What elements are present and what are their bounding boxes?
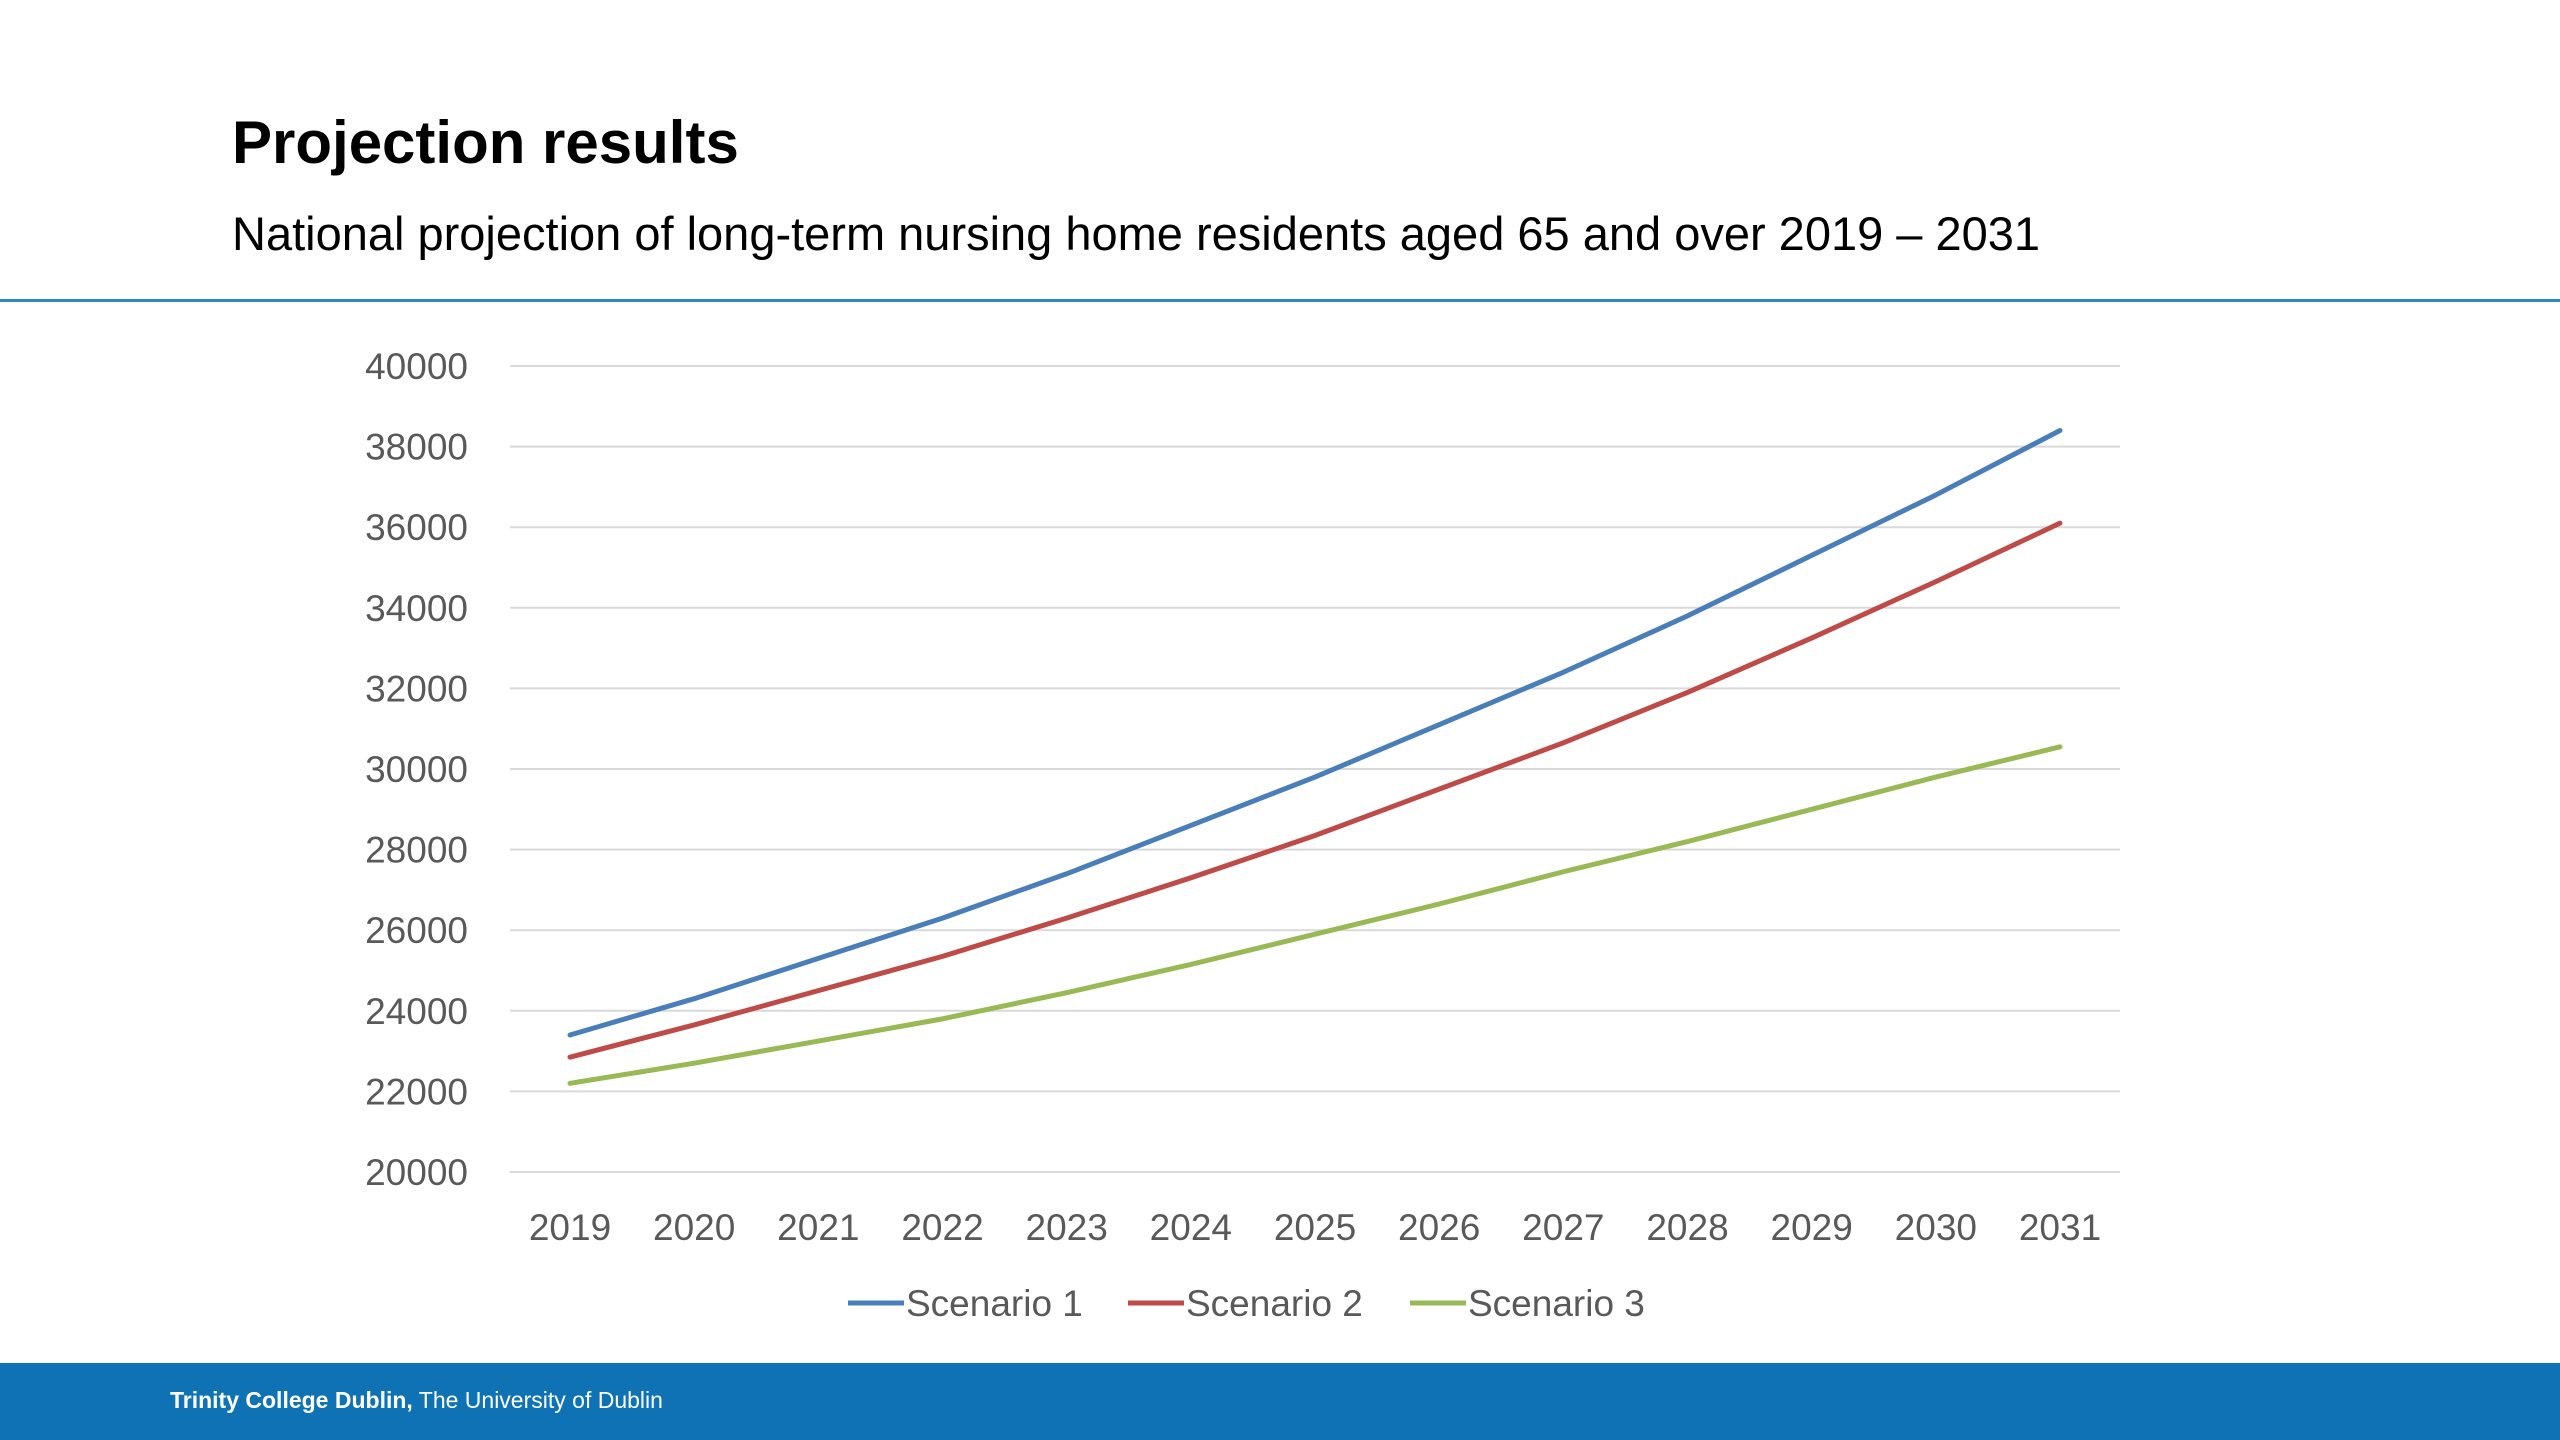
x-tick-label: 2022: [901, 1207, 983, 1248]
legend-label: Scenario 1: [906, 1283, 1083, 1324]
y-tick-label: 22000: [365, 1071, 468, 1112]
x-tick-label: 2026: [1398, 1207, 1480, 1248]
legend-label: Scenario 3: [1468, 1283, 1645, 1324]
y-tick-label: 28000: [365, 830, 468, 871]
x-tick-label: 2030: [1895, 1207, 1977, 1248]
y-tick-label: 26000: [365, 910, 468, 951]
legend-label: Scenario 2: [1186, 1283, 1363, 1324]
x-tick-label: 2024: [1150, 1207, 1232, 1248]
series-lines: [567, 427, 2063, 1086]
line-chart: 20000 22000 24000 26000 28000 30000 32000 34000…: [365, 346, 2120, 1324]
y-tick-label: 34000: [365, 588, 468, 629]
grid-lines: [510, 365, 2120, 1173]
header-divider: [0, 299, 2560, 302]
x-tick-label: 2031: [2019, 1207, 2101, 1248]
footer-text: Trinity College Dublin, The University o…: [170, 1387, 663, 1414]
y-tick-label: 38000: [365, 427, 468, 468]
series-line: [567, 520, 2063, 1060]
x-tick-label: 2020: [653, 1207, 735, 1248]
series-line: [567, 427, 2063, 1038]
y-tick-label: 36000: [365, 507, 468, 548]
y-tick-label: 32000: [365, 668, 468, 709]
x-axis-ticks: 2019 2020 2021 2022 2023 2024 2025 2026 2027 2028…: [529, 1207, 2101, 1248]
x-tick-label: 2029: [1771, 1207, 1853, 1248]
slide-subtitle: National projection of long-term nursing…: [232, 207, 2041, 260]
x-tick-label: 2027: [1522, 1207, 1604, 1248]
y-tick-label: 30000: [365, 749, 468, 790]
x-tick-label: 2025: [1274, 1207, 1356, 1248]
footer-institution: Trinity College Dublin,: [170, 1387, 413, 1413]
y-tick-label: 40000: [365, 346, 468, 387]
x-tick-label: 2019: [529, 1207, 611, 1248]
y-axis-ticks: 20000 22000 24000 26000 28000 30000 32000 34000…: [365, 346, 468, 1193]
footer-university: The University of Dublin: [412, 1387, 663, 1413]
x-tick-label: 2021: [777, 1207, 859, 1248]
y-tick-label: 24000: [365, 991, 468, 1032]
slide-title: Projection results: [232, 109, 739, 176]
y-tick-label: 20000: [365, 1152, 468, 1193]
footer-bar: Trinity College Dublin, The University o…: [0, 1363, 2560, 1440]
x-tick-label: 2028: [1646, 1207, 1728, 1248]
series-line: [567, 744, 2063, 1086]
x-tick-label: 2023: [1026, 1207, 1108, 1248]
legend: Scenario 1 Scenario 2 Scenario 3: [848, 1283, 1645, 1324]
